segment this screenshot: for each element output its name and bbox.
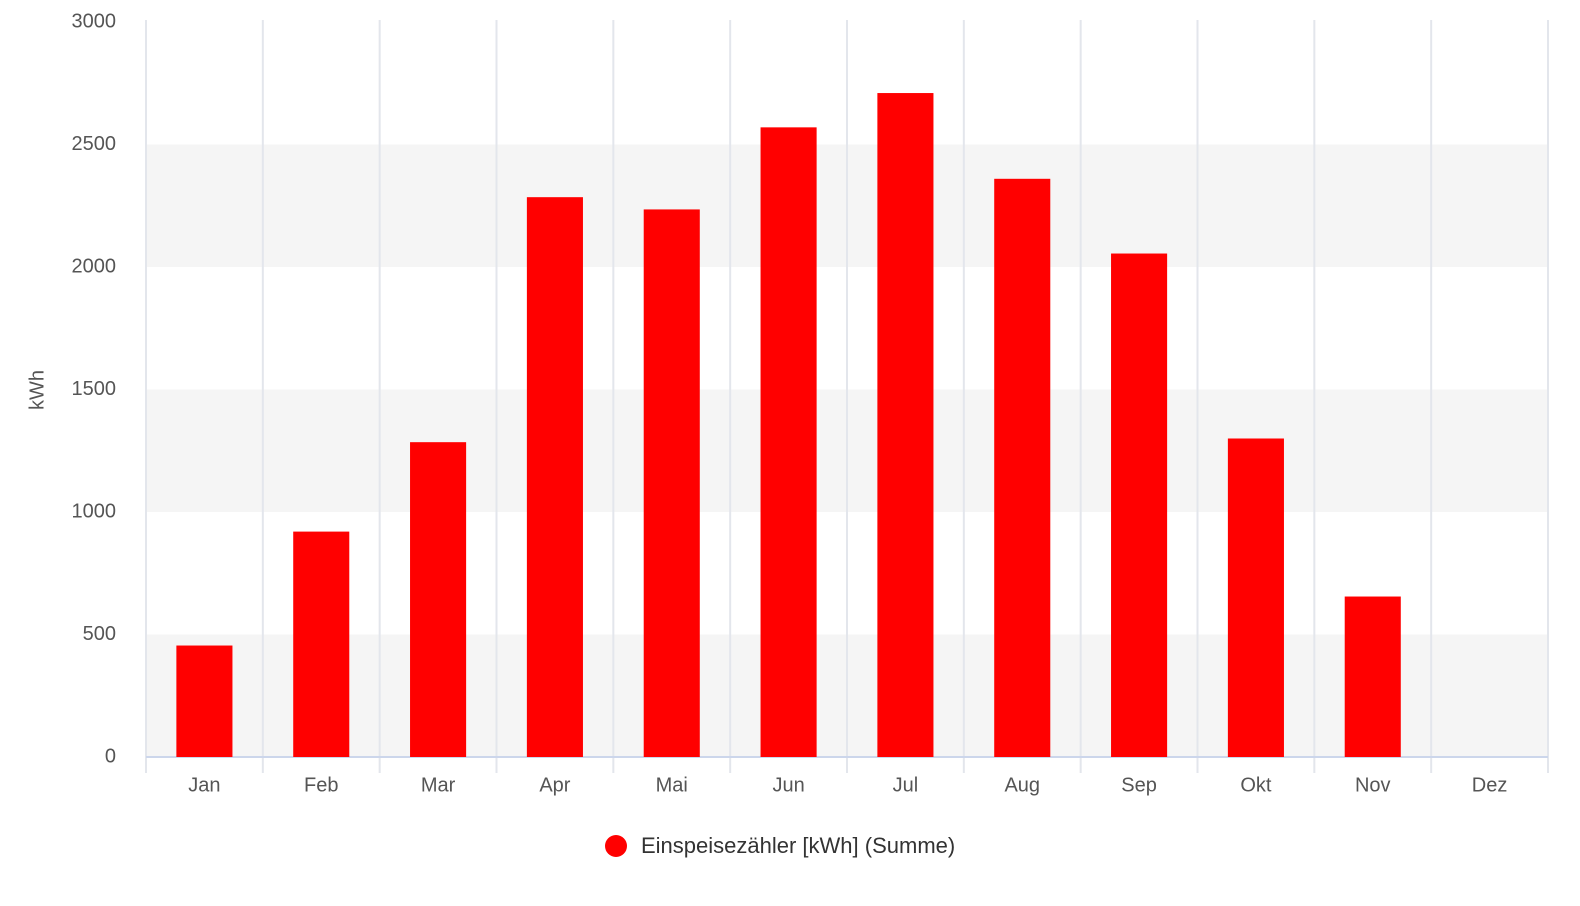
bar — [877, 93, 934, 758]
x-tick-label: Mai — [656, 774, 688, 796]
legend-marker — [605, 835, 627, 857]
x-tick-label: Dez — [1472, 774, 1508, 796]
bar — [410, 442, 467, 757]
x-tick-label: Aug — [1004, 774, 1040, 796]
bar — [176, 645, 233, 757]
bar — [760, 127, 817, 758]
y-axis-label: kWh — [26, 370, 48, 410]
bar — [526, 197, 583, 758]
bar — [643, 209, 700, 758]
y-tick-label: 1500 — [72, 378, 117, 400]
y-tick-label: 2000 — [72, 255, 117, 277]
y-tick-label: 1000 — [72, 500, 117, 522]
x-tick-label: Mar — [421, 774, 456, 796]
bar — [994, 178, 1051, 758]
bar — [1344, 596, 1401, 757]
bar — [1111, 253, 1168, 757]
y-tick-label: 2500 — [72, 133, 117, 155]
x-tick-label: Apr — [539, 774, 570, 796]
bar — [293, 531, 350, 757]
y-tick-label: 0 — [105, 745, 116, 767]
x-tick-label: Feb — [304, 774, 338, 796]
x-tick-label: Sep — [1121, 774, 1157, 796]
bar — [1227, 438, 1284, 757]
y-tick-label: 500 — [83, 623, 116, 645]
legend-label: Einspeisezähler [kWh] (Summe) — [641, 833, 955, 858]
x-tick-label: Jul — [893, 774, 919, 796]
x-tick-label: Nov — [1355, 774, 1391, 796]
x-tick-label: Jan — [188, 774, 220, 796]
x-tick-label: Jun — [772, 774, 804, 796]
y-tick-label: 3000 — [72, 10, 117, 32]
x-tick-label: Okt — [1240, 774, 1272, 796]
